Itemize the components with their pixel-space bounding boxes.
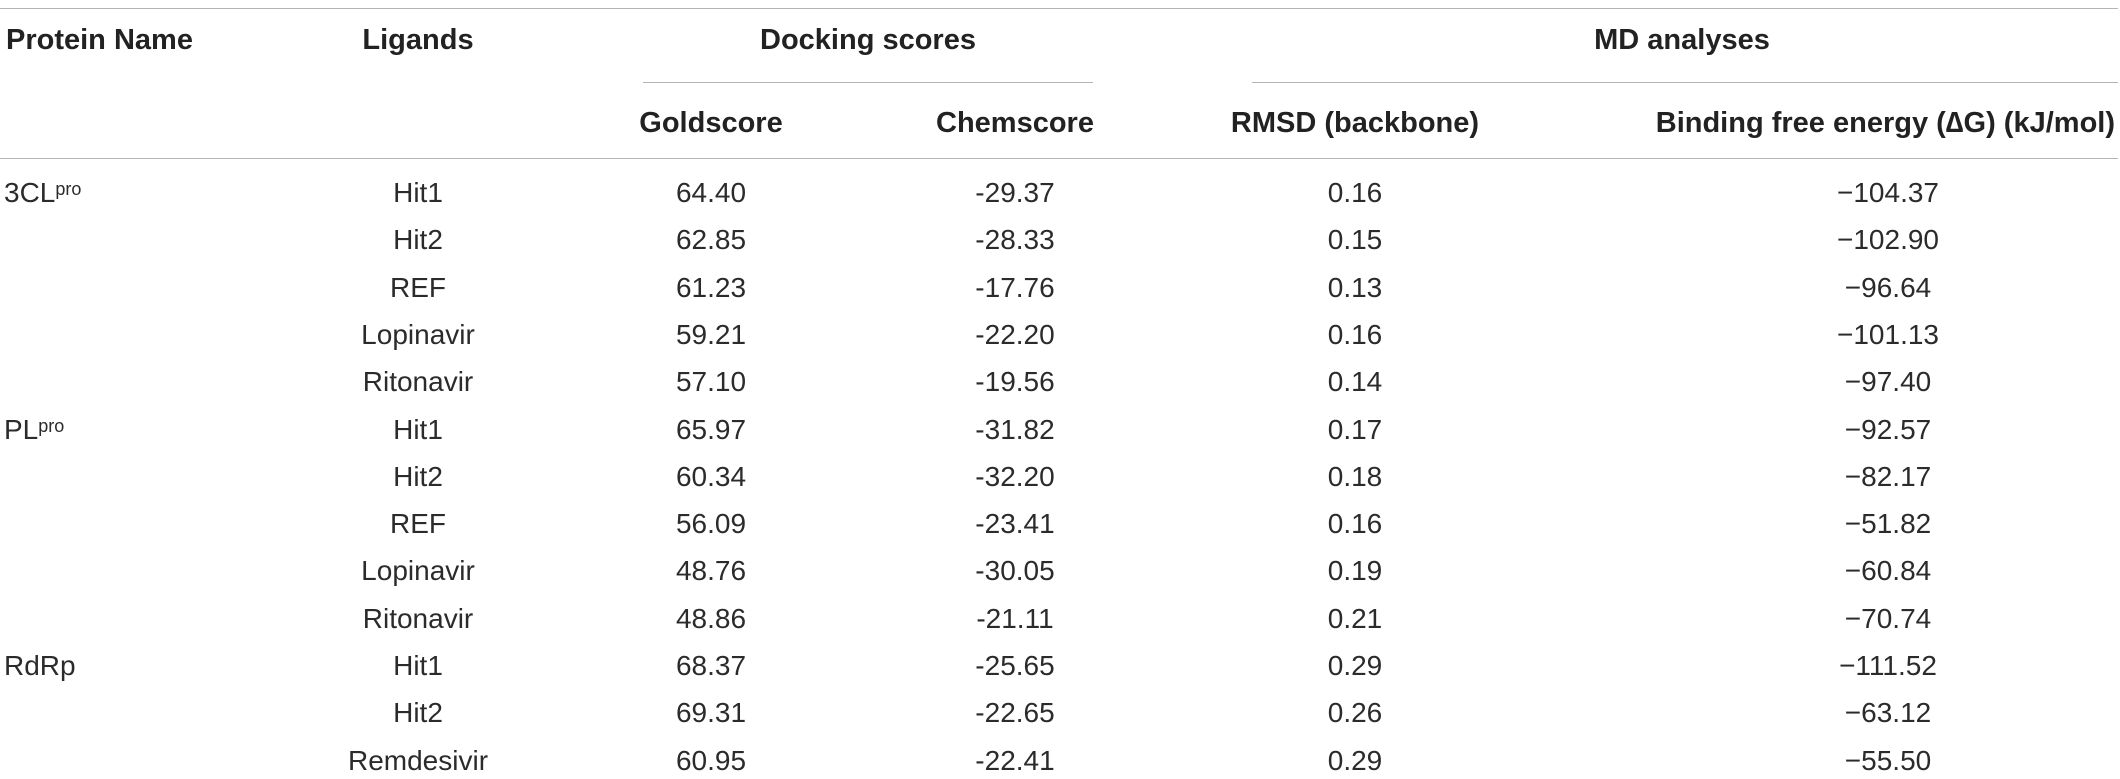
binding-free-energy-cell: −102.90 (1837, 224, 1939, 255)
rmsd-cell: 0.18 (1327, 461, 1383, 492)
binding-free-energy-cell: −51.82 (1844, 508, 1932, 539)
rmsd-cell: 0.16 (1327, 177, 1383, 208)
chemscore-cell: -22.20 (975, 319, 1055, 350)
ligand-cell: Hit1 (393, 414, 443, 445)
ligand-cell: Hit2 (393, 224, 443, 255)
chemscore-cell: -32.20 (975, 461, 1055, 492)
goldscore-cell: 61.23 (675, 272, 747, 303)
protein-name-superscript: pro (55, 179, 82, 199)
ligand-cell: Hit1 (393, 650, 443, 681)
docking-span-rule (643, 82, 1093, 83)
chemscore-cell: -29.37 (975, 177, 1055, 208)
goldscore-cell: 60.34 (675, 461, 747, 492)
goldscore-cell: 68.37 (675, 650, 747, 681)
binding-free-energy-cell: −101.13 (1837, 319, 1939, 350)
ligand-cell: Ritonavir (362, 366, 474, 397)
chemscore-cell: -25.65 (975, 650, 1055, 681)
goldscore-cell: 69.31 (675, 697, 747, 728)
goldscore-cell: 56.09 (675, 508, 747, 539)
ligand-cell: REF (390, 508, 446, 539)
rmsd-cell: 0.14 (1327, 366, 1383, 397)
header-docking-scores: Docking scores (760, 24, 976, 56)
ligand-cell: REF (390, 272, 446, 303)
rmsd-cell: 0.15 (1327, 224, 1383, 255)
protein-name-text: PL (4, 414, 39, 445)
ligand-cell: Hit2 (393, 461, 443, 492)
binding-free-energy-cell: −82.17 (1844, 461, 1932, 492)
goldscore-cell: 59.21 (675, 319, 747, 350)
header-binding-free-energy: Binding free energy (∆G) (kJ/mol) (1655, 107, 2115, 139)
binding-free-energy-cell: −97.40 (1844, 366, 1932, 397)
chemscore-cell: -17.76 (975, 272, 1055, 303)
binding-free-energy-cell: −70.74 (1844, 603, 1932, 634)
goldscore-cell: 64.40 (675, 177, 747, 208)
rmsd-cell: 0.13 (1327, 272, 1383, 303)
chemscore-cell: -30.05 (975, 555, 1055, 586)
binding-free-energy-cell: −111.52 (1839, 650, 1937, 681)
chemscore-cell: -28.33 (975, 224, 1055, 255)
rmsd-cell: 0.21 (1327, 603, 1383, 634)
binding-free-energy-cell: −92.57 (1844, 414, 1932, 445)
goldscore-cell: 62.85 (675, 224, 747, 255)
goldscore-cell: 48.86 (675, 603, 747, 634)
chemscore-cell: -31.82 (975, 414, 1055, 445)
ligand-cell: Remdesivir (347, 745, 489, 776)
goldscore-cell: 60.95 (675, 745, 747, 776)
protein-name-text: RdRp (4, 650, 76, 681)
binding-free-energy-cell: −60.84 (1844, 555, 1932, 586)
rmsd-cell: 0.17 (1327, 414, 1383, 445)
rmsd-cell: 0.26 (1327, 697, 1383, 728)
ligand-cell: Ritonavir (362, 603, 474, 634)
protein-name-text: 3CL (4, 177, 56, 208)
chemscore-cell: -22.65 (975, 697, 1055, 728)
ligand-cell: Lopinavir (361, 319, 475, 350)
header-bottom-rule (0, 158, 2118, 159)
chemscore-cell: -21.11 (976, 603, 1054, 634)
md-span-rule (1252, 82, 2118, 83)
rmsd-cell: 0.29 (1327, 745, 1383, 776)
header-rmsd: RMSD (backbone) (1230, 107, 1480, 139)
binding-free-energy-cell: −55.50 (1844, 745, 1932, 776)
goldscore-cell: 57.10 (675, 366, 747, 397)
header-md-analyses: MD analyses (1594, 24, 1770, 56)
protein-name-cell: 3CLpro (4, 175, 81, 211)
header-ligands: Ligands (362, 24, 474, 56)
rmsd-cell: 0.16 (1327, 508, 1383, 539)
chemscore-cell: -23.41 (975, 508, 1055, 539)
header-goldscore: Goldscore (639, 107, 783, 139)
chemscore-cell: -19.56 (975, 366, 1055, 397)
goldscore-cell: 48.76 (675, 555, 747, 586)
header-protein-name: Protein Name (6, 24, 193, 56)
ligand-cell: Lopinavir (361, 555, 475, 586)
protein-name-cell: PLpro (4, 412, 64, 448)
binding-free-energy-cell: −63.12 (1844, 697, 1932, 728)
table-top-rule (0, 8, 2118, 9)
header-chemscore: Chemscore (936, 107, 1094, 139)
ligand-cell: Hit2 (393, 697, 443, 728)
rmsd-cell: 0.29 (1327, 650, 1383, 681)
goldscore-cell: 65.97 (675, 414, 747, 445)
binding-free-energy-cell: −104.37 (1837, 177, 1939, 208)
rmsd-cell: 0.19 (1327, 555, 1383, 586)
ligand-cell: Hit1 (393, 177, 443, 208)
rmsd-cell: 0.16 (1327, 319, 1383, 350)
protein-name-cell: RdRp (4, 648, 76, 684)
chemscore-cell: -22.41 (975, 745, 1055, 776)
protein-name-superscript: pro (38, 416, 65, 436)
binding-free-energy-cell: −96.64 (1844, 272, 1932, 303)
